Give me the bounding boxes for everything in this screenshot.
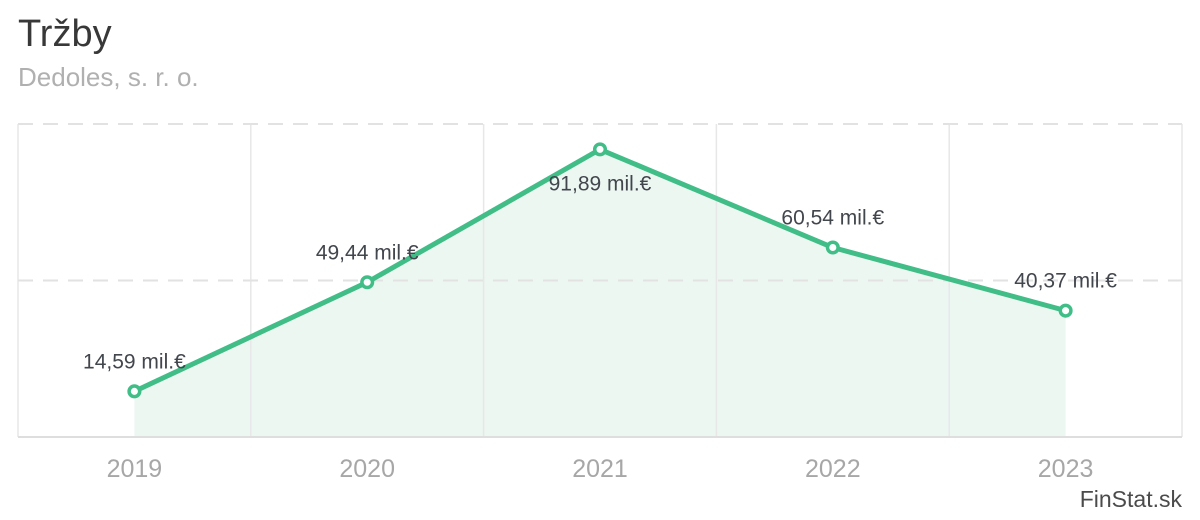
page-title: Tržby [18,13,112,55]
x-axis-label-2019: 2019 [107,455,163,483]
x-axis-label-2023: 2023 [1038,455,1094,483]
data-point-2021[interactable] [592,142,608,157]
value-label-2021: 91,89 mil.€ [549,172,652,195]
data-point-2020[interactable] [360,275,375,290]
x-axis-label-2021: 2021 [572,455,628,483]
value-label-2020: 49,44 mil.€ [316,241,419,264]
x-axis-label-2020: 2020 [339,455,395,483]
value-label-2022: 60,54 mil.€ [781,207,884,230]
area-fill [134,149,1066,438]
data-point-2019[interactable] [127,384,142,399]
x-axis-label-2022: 2022 [805,455,861,483]
data-point-2023[interactable] [1058,303,1073,318]
finstat-watermark: FinStat.sk [1079,486,1182,512]
value-label-2023: 40,37 mil.€ [1014,270,1117,293]
chart-header: Tržby Dedoles, s. r. o. [18,12,199,93]
data-point-2022[interactable] [825,240,840,255]
page-subtitle: Dedoles, s. r. o. [18,61,199,92]
value-label-2019: 14,59 mil.€ [83,350,186,373]
